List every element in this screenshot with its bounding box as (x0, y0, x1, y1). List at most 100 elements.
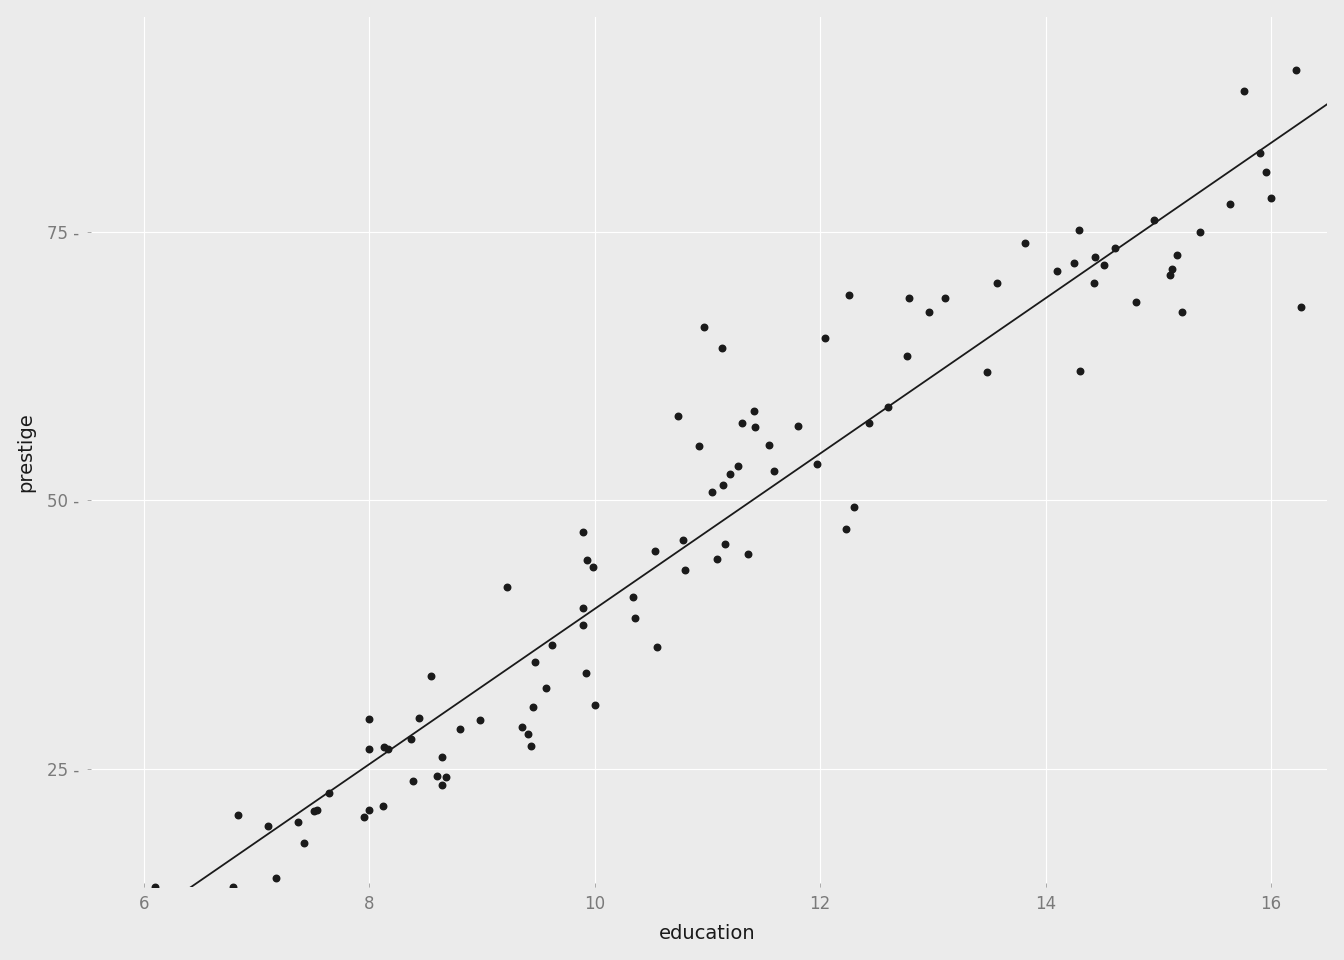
Point (896, 348, 918, 364)
Point (1290, 300, 1312, 315)
Point (1171, 304, 1192, 320)
Point (737, 546, 758, 562)
Point (469, 712, 491, 728)
Point (835, 521, 856, 537)
Point (672, 532, 694, 547)
Point (731, 415, 753, 430)
Point (583, 698, 605, 713)
Point (575, 665, 597, 681)
Point (1094, 257, 1116, 273)
Point (431, 778, 453, 793)
Point (402, 773, 423, 788)
Point (876, 399, 898, 415)
Point (694, 320, 715, 335)
Point (222, 879, 243, 895)
Point (306, 802, 328, 817)
Point (758, 438, 780, 453)
Point (1125, 295, 1146, 310)
Point (1249, 145, 1270, 160)
Point (372, 799, 394, 814)
Point (450, 721, 472, 736)
Point (359, 802, 380, 817)
Point (645, 543, 667, 559)
Point (1161, 261, 1183, 276)
Point (857, 415, 879, 430)
Point (288, 815, 309, 830)
Point (667, 409, 688, 424)
Point (517, 727, 539, 742)
Point (512, 719, 534, 734)
X-axis label: education: education (659, 924, 755, 944)
Point (352, 809, 374, 825)
Point (1261, 190, 1282, 205)
Point (577, 553, 598, 568)
Point (573, 617, 594, 633)
Point (1142, 212, 1164, 228)
Point (1219, 196, 1241, 211)
Point (646, 639, 668, 655)
Point (521, 700, 543, 715)
Point (786, 419, 808, 434)
Point (719, 467, 741, 482)
Point (144, 879, 165, 895)
Point (1105, 240, 1126, 255)
Point (1046, 264, 1067, 279)
Point (378, 742, 399, 757)
Point (743, 403, 765, 419)
Point (426, 769, 448, 784)
Point (688, 439, 710, 454)
Point (1234, 84, 1255, 99)
Point (806, 456, 828, 471)
Point (431, 749, 453, 764)
Point (1285, 62, 1306, 78)
Point (702, 484, 723, 499)
Point (176, 900, 198, 915)
Point (727, 458, 749, 473)
Point (839, 287, 860, 302)
Point (934, 291, 956, 306)
Point (359, 742, 380, 757)
Point (675, 563, 696, 578)
Point (293, 835, 314, 851)
Point (1159, 267, 1180, 282)
Point (583, 559, 605, 574)
Point (745, 420, 766, 435)
Point (898, 291, 919, 306)
Point (1083, 276, 1105, 291)
Point (409, 710, 430, 726)
Point (1015, 235, 1036, 251)
Point (542, 637, 563, 653)
Point (976, 365, 997, 380)
Y-axis label: prestige: prestige (16, 412, 36, 492)
Point (1063, 255, 1085, 271)
Point (1255, 165, 1277, 180)
Point (496, 580, 517, 595)
Point (1085, 250, 1106, 265)
Point (707, 552, 728, 567)
Point (435, 770, 457, 785)
Point (265, 871, 286, 886)
Point (712, 477, 734, 492)
Point (1070, 364, 1091, 379)
Point (625, 611, 646, 626)
Point (715, 537, 737, 552)
Point (520, 738, 542, 754)
Point (374, 739, 395, 755)
Point (622, 589, 644, 605)
Point (535, 681, 556, 696)
Point (1068, 223, 1090, 238)
Point (421, 668, 442, 684)
Point (1189, 224, 1211, 239)
Point (304, 803, 325, 818)
Point (986, 276, 1008, 291)
Point (257, 818, 278, 833)
Point (763, 464, 785, 479)
Point (711, 340, 732, 355)
Point (573, 525, 594, 540)
Point (317, 785, 339, 801)
Point (227, 807, 249, 823)
Point (359, 711, 380, 727)
Point (1167, 248, 1188, 263)
Point (814, 330, 836, 346)
Point (919, 304, 941, 320)
